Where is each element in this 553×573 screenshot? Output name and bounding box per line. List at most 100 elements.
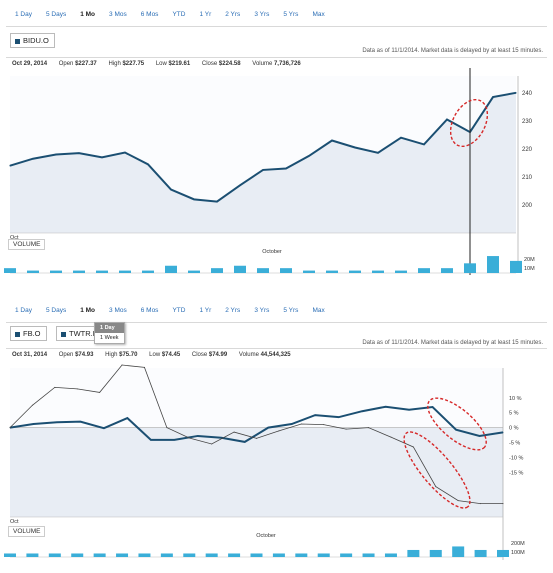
range-option[interactable]: 3 Mos xyxy=(109,307,127,314)
volume-bar xyxy=(340,553,353,557)
quote-summary: Oct 31, 2014 Open $74.93 High $75.70 Low… xyxy=(12,352,301,358)
data-point xyxy=(278,430,280,432)
y-tick-label: 220 xyxy=(522,147,533,153)
range-option[interactable]: 5 Yrs xyxy=(283,307,299,314)
data-point xyxy=(492,96,494,98)
volume-bar xyxy=(205,553,218,557)
volume-bar xyxy=(303,270,315,273)
volume-bar xyxy=(119,270,131,273)
range-option[interactable]: 5 Days xyxy=(45,11,67,18)
range-option[interactable]: 1 Day xyxy=(15,11,32,18)
range-option[interactable]: 3 Yrs xyxy=(254,11,270,18)
data-point xyxy=(233,431,235,433)
volume-toggle-button[interactable]: VOLUME xyxy=(8,526,46,537)
divider xyxy=(6,348,547,349)
x-axis-label: October xyxy=(262,249,282,255)
volume-bar xyxy=(71,553,84,557)
data-point xyxy=(455,429,457,431)
range-option[interactable]: 5 Days xyxy=(45,307,67,314)
range-selector: 1 Day 5 Days 1 Mo 3 Mos 6 Mos YTD 1 Yr 2… xyxy=(8,6,332,24)
volume-bar xyxy=(487,256,499,273)
volume-toggle-button[interactable]: VOLUME xyxy=(8,239,46,250)
volume-bar xyxy=(188,270,200,273)
below-zero-area xyxy=(10,427,503,517)
volume-label: Volume xyxy=(238,352,259,358)
range-option[interactable]: YTD xyxy=(172,11,186,18)
range-option[interactable]: Max xyxy=(312,11,325,18)
data-point xyxy=(32,423,34,425)
data-point xyxy=(345,428,347,430)
data-point xyxy=(216,201,218,203)
volume-bar xyxy=(474,549,487,557)
range-option[interactable]: 1 Yr xyxy=(199,11,212,18)
data-point xyxy=(103,427,105,429)
y-tick-label: 10 % xyxy=(509,396,522,402)
range-option[interactable]: 6 Mos xyxy=(140,307,159,314)
range-option[interactable]: 5 Yrs xyxy=(283,11,299,18)
range-option[interactable]: Max xyxy=(312,307,325,314)
data-point xyxy=(412,446,414,448)
data-point xyxy=(211,443,213,445)
range-option[interactable]: YTD xyxy=(172,307,186,314)
data-point xyxy=(143,366,145,368)
volume-bar xyxy=(160,553,173,557)
range-option[interactable]: 3 Mos xyxy=(109,11,127,18)
data-point xyxy=(377,152,379,154)
data-point xyxy=(300,423,302,425)
y-tick-label: -10 % xyxy=(509,455,523,461)
open-label: Open xyxy=(58,352,74,358)
data-point xyxy=(285,167,287,170)
y-tick-label: 0 % xyxy=(509,426,519,432)
volume-tick-label: 100M xyxy=(511,550,525,556)
open-label: Open xyxy=(58,61,74,67)
volume-bar xyxy=(464,263,476,273)
range-option[interactable]: 3 Yrs xyxy=(254,307,270,314)
x-axis-label: October xyxy=(256,533,276,539)
volume-bar xyxy=(395,270,407,273)
dropdown-option[interactable]: 1 Week xyxy=(100,335,119,341)
comparison-chart[interactable]: -15 % -10 % -5 % 0 % 5 % 10 % Oct October 200M 10… xyxy=(0,360,553,573)
volume-bar xyxy=(250,553,263,557)
symbol-chip[interactable]: BIDU.O xyxy=(10,33,55,48)
data-point xyxy=(308,155,310,157)
volume-bar xyxy=(362,553,375,557)
data-point xyxy=(9,427,11,429)
range-option-selected[interactable]: 1 Mo xyxy=(80,307,96,314)
y-tick-label: -15 % xyxy=(509,470,523,476)
range-option[interactable]: 2 Yrs xyxy=(225,307,241,314)
volume-bar xyxy=(418,268,430,273)
chart-panel-fb-twtr: 1 Day 5 Days 1 Mo 3 Mos 6 Mos YTD 1 Yr 2… xyxy=(0,296,553,573)
price-chart[interactable]: 200 210 220 230 240 Oct October 20M 10M xyxy=(0,68,553,283)
data-point xyxy=(390,436,392,438)
dropdown-selected[interactable]: 1 Day xyxy=(95,323,124,333)
range-option-selected[interactable]: 1 Mo xyxy=(80,11,96,18)
symbol-chip[interactable]: FB.O xyxy=(10,326,47,341)
highlight-ellipse xyxy=(403,431,471,509)
quote-summary: Oct 29, 2014 Open $227.37 High $227.75 L… xyxy=(12,61,311,67)
volume-bar xyxy=(138,553,151,557)
quote-date: Oct 29, 2014 xyxy=(12,61,48,67)
range-option[interactable]: 1 Yr xyxy=(199,307,212,314)
data-point xyxy=(323,424,325,426)
x-start-label: Oct xyxy=(10,519,19,525)
symbol-label: BIDU.O xyxy=(23,36,49,45)
divider xyxy=(6,57,547,58)
volume-bar xyxy=(234,265,246,273)
range-option[interactable]: 6 Mos xyxy=(140,11,159,18)
data-point xyxy=(126,417,128,419)
volume-label: Volume xyxy=(252,61,273,67)
data-point xyxy=(76,388,78,390)
range-option[interactable]: 1 Day xyxy=(15,307,32,314)
interval-dropdown[interactable]: 1 Day 1 Week xyxy=(94,322,125,344)
divider xyxy=(6,322,547,323)
quote-date: Oct 31, 2014 xyxy=(12,352,48,358)
range-option[interactable]: 2 Yrs xyxy=(225,11,241,18)
data-point xyxy=(385,406,387,408)
data-point xyxy=(124,151,126,154)
low-label: Low xyxy=(149,352,161,358)
data-point xyxy=(170,188,172,191)
data-point xyxy=(256,437,257,439)
volume-bar xyxy=(441,268,453,273)
chart-panel-bidu: 1 Day 5 Days 1 Mo 3 Mos 6 Mos YTD 1 Yr 2… xyxy=(0,0,553,283)
volume-bar xyxy=(272,553,285,557)
